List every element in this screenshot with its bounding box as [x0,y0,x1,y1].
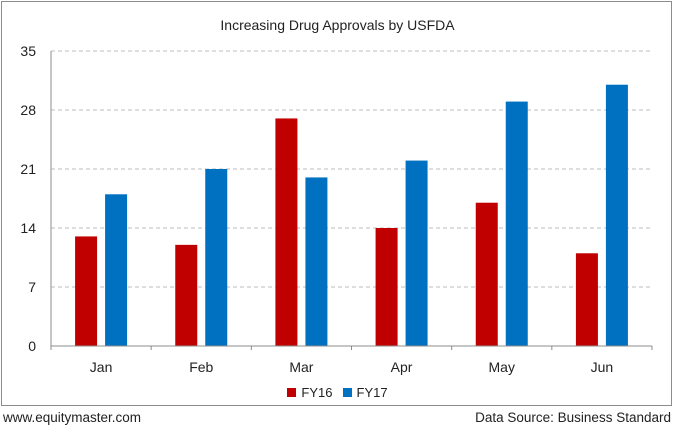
x-tick-label: Feb [189,359,213,375]
bar-fy16-jun [575,253,598,346]
bar-fy17-mar [305,177,328,346]
bar-fy17-jan [105,194,128,346]
legend-label-fy17: FY17 [356,385,388,400]
bar-fy16-mar [275,118,298,346]
x-tick-label: May [489,359,515,375]
bars [75,84,628,346]
x-tick-label: Mar [289,359,313,375]
legend-item-fy17: FY17 [342,385,388,400]
legend-swatch-fy17 [342,388,352,397]
bar-fy17-apr [405,160,428,346]
bar-fy16-may [475,202,498,346]
y-tick-label: 7 [28,279,36,295]
x-tick-label: Jun [591,359,614,375]
y-tick-label: 14 [20,220,36,236]
legend-swatch-fy16 [287,388,297,397]
bar-fy17-feb [205,169,228,346]
legend-label-fy16: FY16 [301,385,333,400]
y-tick-label: 21 [20,161,36,177]
bar-fy17-may [505,101,528,346]
y-tick-label: 0 [28,338,36,354]
gridlines [51,50,652,288]
bar-fy16-feb [175,244,198,346]
bar-chart: 0 7 14 21 28 35 Jan Feb Mar Apr May Jun [20,43,653,375]
website-credit[interactable]: www.equitymaster.com [3,410,142,425]
bar-fy16-jan [75,236,98,346]
chart-title: Increasing Drug Approvals by USFDA [220,17,455,33]
axes: 0 7 14 21 28 35 Jan Feb Mar Apr May Jun [20,43,653,375]
bar-fy16-apr [375,228,398,346]
bar-fy17-jun [605,84,628,346]
data-source-note: Data Source: Business Standard [475,410,671,425]
x-tick-label: Apr [391,359,413,375]
legend: FY16 FY17 [0,385,675,400]
legend-item-fy16: FY16 [287,385,333,400]
x-tick-label: Jan [90,359,113,375]
y-tick-label: 28 [20,102,36,118]
y-tick-label: 35 [20,43,36,59]
